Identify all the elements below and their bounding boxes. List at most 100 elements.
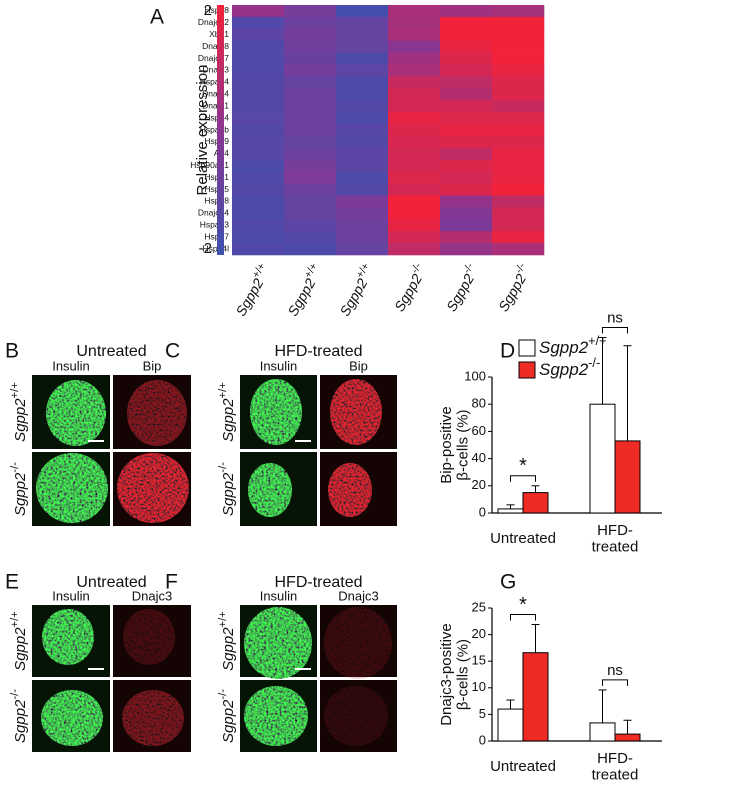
bip-staining: [123, 609, 175, 665]
row-label: Sgpp2+/+: [217, 382, 237, 442]
heatmap-cell: [336, 195, 389, 208]
insulin-staining: [41, 690, 103, 746]
genotype-name: Sgpp2: [284, 275, 318, 318]
bip-staining: [117, 453, 189, 523]
text-line: HFD-: [597, 522, 633, 539]
gene-label: Hspa1b: [200, 124, 230, 134]
bip-staining: [330, 379, 382, 445]
significance-bracket: [510, 613, 536, 621]
heatmap-cell: [284, 5, 337, 18]
heatmap-cell: [336, 40, 389, 53]
bar: [614, 733, 641, 742]
heatmap-cell: [388, 16, 441, 30]
bar: [614, 440, 641, 514]
bar: [522, 492, 549, 514]
heatmap-cell: [284, 171, 337, 184]
heatmap-cell: [388, 159, 441, 172]
genotype-name: Sgpp2: [495, 271, 529, 314]
channel-label: Insulin: [260, 358, 298, 373]
heatmap-cell: [440, 28, 493, 42]
heatmap-cell: [492, 183, 545, 196]
row-label: Sgpp2+/+: [217, 611, 237, 671]
heatmap-cell: [232, 88, 285, 101]
heatmap-cell: [336, 171, 389, 184]
gene-label: Dnajb8: [202, 41, 229, 51]
genotype-name: Sgpp2: [12, 627, 29, 671]
heatmap-cell: [336, 147, 389, 161]
heatmap-cell: [388, 135, 441, 149]
y-tick-label: 80: [472, 396, 486, 411]
genotype-name: Sgpp2: [443, 271, 477, 314]
heatmap-cell: [232, 28, 285, 42]
significance-label: ns: [607, 310, 623, 327]
significance-bracket: [602, 679, 628, 686]
gene-label: Dnajc17: [198, 53, 229, 63]
y-tick-label: 20: [472, 626, 486, 641]
bar: [497, 508, 524, 514]
heatmap-cell: [388, 195, 441, 208]
panel-label: D: [500, 340, 515, 363]
colorbar: [217, 5, 224, 255]
bip-staining: [122, 690, 184, 746]
row-label: Sgpp2-/-: [9, 689, 29, 743]
panel-label: G: [500, 571, 516, 594]
heatmap-cell: [388, 124, 441, 137]
heatmap-cell: [388, 88, 441, 101]
heatmap-cell: [284, 40, 337, 53]
heatmap-cell: [336, 231, 389, 244]
heatmap-cell: [388, 40, 441, 53]
heatmap-cell: [336, 124, 389, 137]
panel-title: HFD-treated: [274, 343, 362, 360]
genotype-superscript: +/+: [217, 382, 229, 399]
channel-label: Dnajc3: [338, 588, 378, 603]
significance-label: ns: [607, 662, 623, 679]
y-tick-label: 5: [479, 706, 486, 721]
heatmap-cell: [232, 183, 285, 196]
panel-label: E: [5, 571, 19, 594]
genotype-name: Sgpp2: [220, 627, 237, 671]
heatmap-cell: [440, 243, 493, 256]
heatmap-cell: [284, 100, 337, 113]
heatmap-cell: [336, 219, 389, 232]
genotype-name: Sgpp2: [539, 360, 589, 379]
panel-label: A: [150, 6, 164, 29]
bar: [497, 708, 524, 742]
gene-label: Dnaja1: [202, 100, 229, 110]
heatmap-cell: [492, 159, 545, 172]
heatmap-cell: [388, 243, 441, 256]
heatmap-cell: [336, 159, 389, 172]
text-line: β-cells (%): [454, 409, 471, 480]
heatmap-cell: [492, 171, 545, 184]
heatmap-cell: [388, 219, 441, 232]
column-label: Sgpp2-/-: [492, 260, 534, 314]
heatmap-cell: [492, 243, 545, 256]
insulin-staining: [244, 686, 308, 746]
heatmap-cell: [284, 159, 337, 172]
heatmap-cell: [284, 52, 337, 65]
heatmap-cell: [336, 28, 389, 42]
heatmap-cell: [440, 183, 493, 196]
insulin-staining: [36, 453, 108, 523]
heatmap-cell: [440, 100, 493, 113]
bip-staining: [324, 607, 392, 679]
heatmap-cell: [232, 147, 285, 161]
heatmap-cell: [336, 88, 389, 101]
heatmap-cell: [492, 147, 545, 161]
heatmap-cell: [388, 147, 441, 161]
y-tick-label: 100: [464, 368, 486, 383]
genotype-name: Sgpp2: [12, 398, 29, 442]
significance-label: *: [519, 594, 527, 616]
genotype-name: Sgpp2: [539, 338, 589, 357]
row-label: Sgpp2+/+: [9, 611, 29, 671]
legend-swatch: [518, 361, 536, 379]
genotype-name: Sgpp2: [336, 275, 370, 318]
genotype-name: Sgpp2: [391, 271, 425, 314]
insulin-staining: [46, 380, 106, 446]
panel-label: B: [5, 340, 19, 363]
heatmap-cell: [284, 88, 337, 101]
panel-label: F: [165, 571, 178, 594]
heatmap-cell: [284, 28, 337, 42]
heatmap-cell: [284, 112, 337, 125]
row-label: Sgpp2-/-: [217, 462, 237, 516]
